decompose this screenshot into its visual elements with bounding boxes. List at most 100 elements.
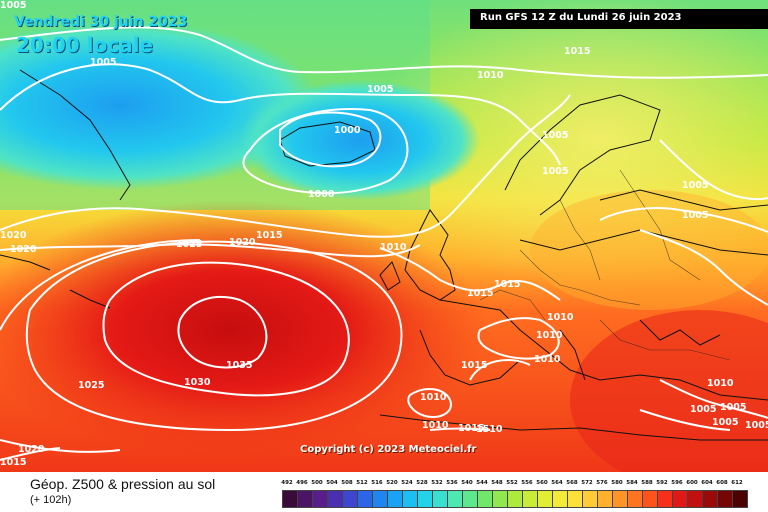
forecast-date: Vendredi 30 juin 2023 — [14, 14, 188, 30]
isobar-label: 1025 — [78, 380, 104, 391]
legend-swatch — [477, 490, 493, 508]
legend-swatch — [717, 490, 733, 508]
legend-tick-label: 500 — [311, 480, 323, 486]
isobar-label: 1010 — [422, 420, 449, 431]
legend-swatch — [522, 490, 538, 508]
isobar-label: 1000 — [308, 189, 335, 200]
isobar-label: 1025 — [176, 239, 202, 250]
run-info-box: Run GFS 12 Z du Lundi 26 juin 2023 — [470, 9, 768, 29]
isobar-label: 1015 — [564, 46, 590, 57]
legend-tick-label: 592 — [656, 480, 668, 486]
isobar-label: 1015 — [256, 230, 282, 241]
isobar-label: 1005 — [367, 84, 393, 95]
isobar-label: 1010 — [420, 392, 447, 403]
legend-swatch — [702, 490, 718, 508]
legend-tick-label: 596 — [671, 480, 683, 486]
legend-tick-label: 612 — [731, 480, 743, 486]
isobar-label: 1015 — [461, 360, 487, 371]
legend-swatch — [402, 490, 418, 508]
legend-tick-label: 536 — [446, 480, 458, 486]
legend-swatch — [327, 490, 343, 508]
isobar-label: 1510 — [476, 424, 503, 435]
isobar-label: 1005 — [682, 180, 708, 191]
legend-swatch — [312, 490, 328, 508]
legend-swatch — [627, 490, 643, 508]
color-legend: 492 496 500 504 508 512 516 520 524 528 532 536 540 5… — [281, 476, 748, 510]
legend-tick-label: 556 — [521, 480, 533, 486]
isobar-label: 1005 — [90, 57, 116, 68]
legend-tick-label: 576 — [596, 480, 608, 486]
legend-tick-label: 572 — [581, 480, 593, 486]
legend-tick-label: 504 — [326, 480, 338, 486]
isobar-label: 1010 — [380, 242, 407, 253]
legend-tick-label: 552 — [506, 480, 518, 486]
legend-tick-label: 568 — [566, 480, 578, 486]
legend-swatch — [657, 490, 673, 508]
isobar-label: 1030 — [184, 377, 211, 388]
legend-tick-label: 584 — [626, 480, 638, 486]
legend-swatch — [597, 490, 613, 508]
isobar-label: 1010 — [534, 354, 561, 365]
legend-swatch — [567, 490, 583, 508]
isobar-label: 1005 — [542, 130, 568, 141]
low-pressure-shading-iceland — [240, 80, 480, 200]
legend-swatch — [492, 490, 508, 508]
isobar-label: 1005 — [712, 417, 738, 428]
legend-swatch — [732, 490, 748, 508]
isobar-label: 1020 — [229, 237, 256, 248]
legend-tick-label: 600 — [686, 480, 698, 486]
legend-tick-label: 516 — [371, 480, 383, 486]
low-pressure-shading-west — [0, 20, 320, 190]
legend-tick-label: 492 — [281, 480, 293, 486]
legend-tick-label: 520 — [386, 480, 398, 486]
legend-swatch — [672, 490, 688, 508]
isobar-label: 1005 — [542, 166, 568, 177]
isobars — [0, 26, 768, 461]
isobar-label: 1010 — [477, 70, 504, 81]
legend-tick-label: 544 — [476, 480, 488, 486]
isobar-label: 1005 — [745, 420, 768, 431]
legend-swatch — [282, 490, 298, 508]
isobar-label: 1005 — [0, 0, 26, 11]
legend-swatch — [387, 490, 403, 508]
legend-tick-label: 496 — [296, 480, 308, 486]
legend-swatch — [552, 490, 568, 508]
legend-swatch — [642, 490, 658, 508]
isobar-label: 1020 — [10, 244, 37, 255]
isobar-label: 1035 — [226, 360, 252, 371]
legend-swatch — [507, 490, 523, 508]
isobar-label: 1015 — [494, 279, 520, 290]
legend-swatch — [432, 490, 448, 508]
copyright-notice: Copyright (c) 2023 Meteociel.fr — [300, 444, 477, 455]
legend-swatch — [447, 490, 463, 508]
isobar-labels: 1005 1005 1005 1005 1005 1005 1005 1005 … — [0, 0, 768, 468]
legend-tick-label: 512 — [356, 480, 368, 486]
run-info-label: Run GFS 12 Z du Lundi 26 juin 2023 — [480, 12, 682, 23]
chart-title: Géop. Z500 & pression au sol — [30, 476, 216, 492]
isobar-label: 1010 — [547, 312, 574, 323]
legend-tick-label: 604 — [701, 480, 713, 486]
legend-tick-label: 508 — [341, 480, 353, 486]
legend-swatch — [417, 490, 433, 508]
legend-tick-label: 528 — [416, 480, 428, 486]
legend-tick-label: 548 — [491, 480, 503, 486]
isobar-label: 1005 — [720, 402, 746, 413]
forecast-map: 1005 1005 1005 1005 1005 1005 1005 1005 … — [0, 0, 768, 472]
legend-swatch — [462, 490, 478, 508]
legend-swatch — [537, 490, 553, 508]
isobar-label: 1020 — [0, 230, 27, 241]
legend-swatch — [342, 490, 358, 508]
isobar-label: 1020 — [18, 444, 45, 455]
legend-swatch — [612, 490, 628, 508]
isobar-label: 1010 — [707, 378, 734, 389]
legend-swatch — [297, 490, 313, 508]
legend-tick-label: 540 — [461, 480, 473, 486]
isobar-label: 1015 — [0, 457, 26, 468]
isobar-label: 1010 — [536, 330, 563, 341]
isobar-label: 1015 — [458, 423, 484, 434]
legend-tick-label: 524 — [401, 480, 413, 486]
legend-swatch — [372, 490, 388, 508]
isobar-label: 1005 — [690, 404, 716, 415]
isobar-label: 1015 — [467, 288, 493, 299]
